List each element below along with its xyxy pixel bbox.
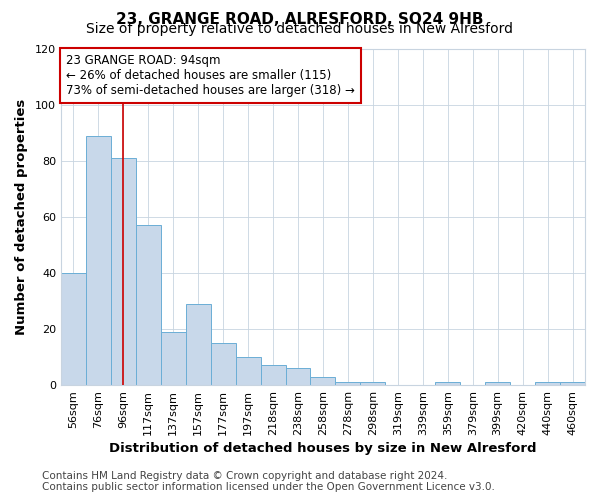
Bar <box>535 382 560 385</box>
Text: 23 GRANGE ROAD: 94sqm
← 26% of detached houses are smaller (115)
73% of semi-det: 23 GRANGE ROAD: 94sqm ← 26% of detached … <box>66 54 355 97</box>
Y-axis label: Number of detached properties: Number of detached properties <box>15 99 28 335</box>
X-axis label: Distribution of detached houses by size in New Alresford: Distribution of detached houses by size … <box>109 442 537 455</box>
Bar <box>236 357 260 385</box>
Bar <box>161 332 186 385</box>
Text: 23, GRANGE ROAD, ALRESFORD, SO24 9HB: 23, GRANGE ROAD, ALRESFORD, SO24 9HB <box>116 12 484 28</box>
Bar <box>186 304 211 385</box>
Bar <box>560 382 585 385</box>
Bar <box>335 382 361 385</box>
Bar <box>435 382 460 385</box>
Text: Contains HM Land Registry data © Crown copyright and database right 2024.
Contai: Contains HM Land Registry data © Crown c… <box>42 471 495 492</box>
Bar <box>211 343 236 385</box>
Bar <box>136 226 161 385</box>
Bar <box>286 368 310 385</box>
Bar <box>361 382 385 385</box>
Bar <box>260 366 286 385</box>
Bar <box>310 376 335 385</box>
Bar <box>61 273 86 385</box>
Text: Size of property relative to detached houses in New Alresford: Size of property relative to detached ho… <box>86 22 514 36</box>
Bar <box>86 136 111 385</box>
Bar <box>485 382 510 385</box>
Bar <box>111 158 136 385</box>
